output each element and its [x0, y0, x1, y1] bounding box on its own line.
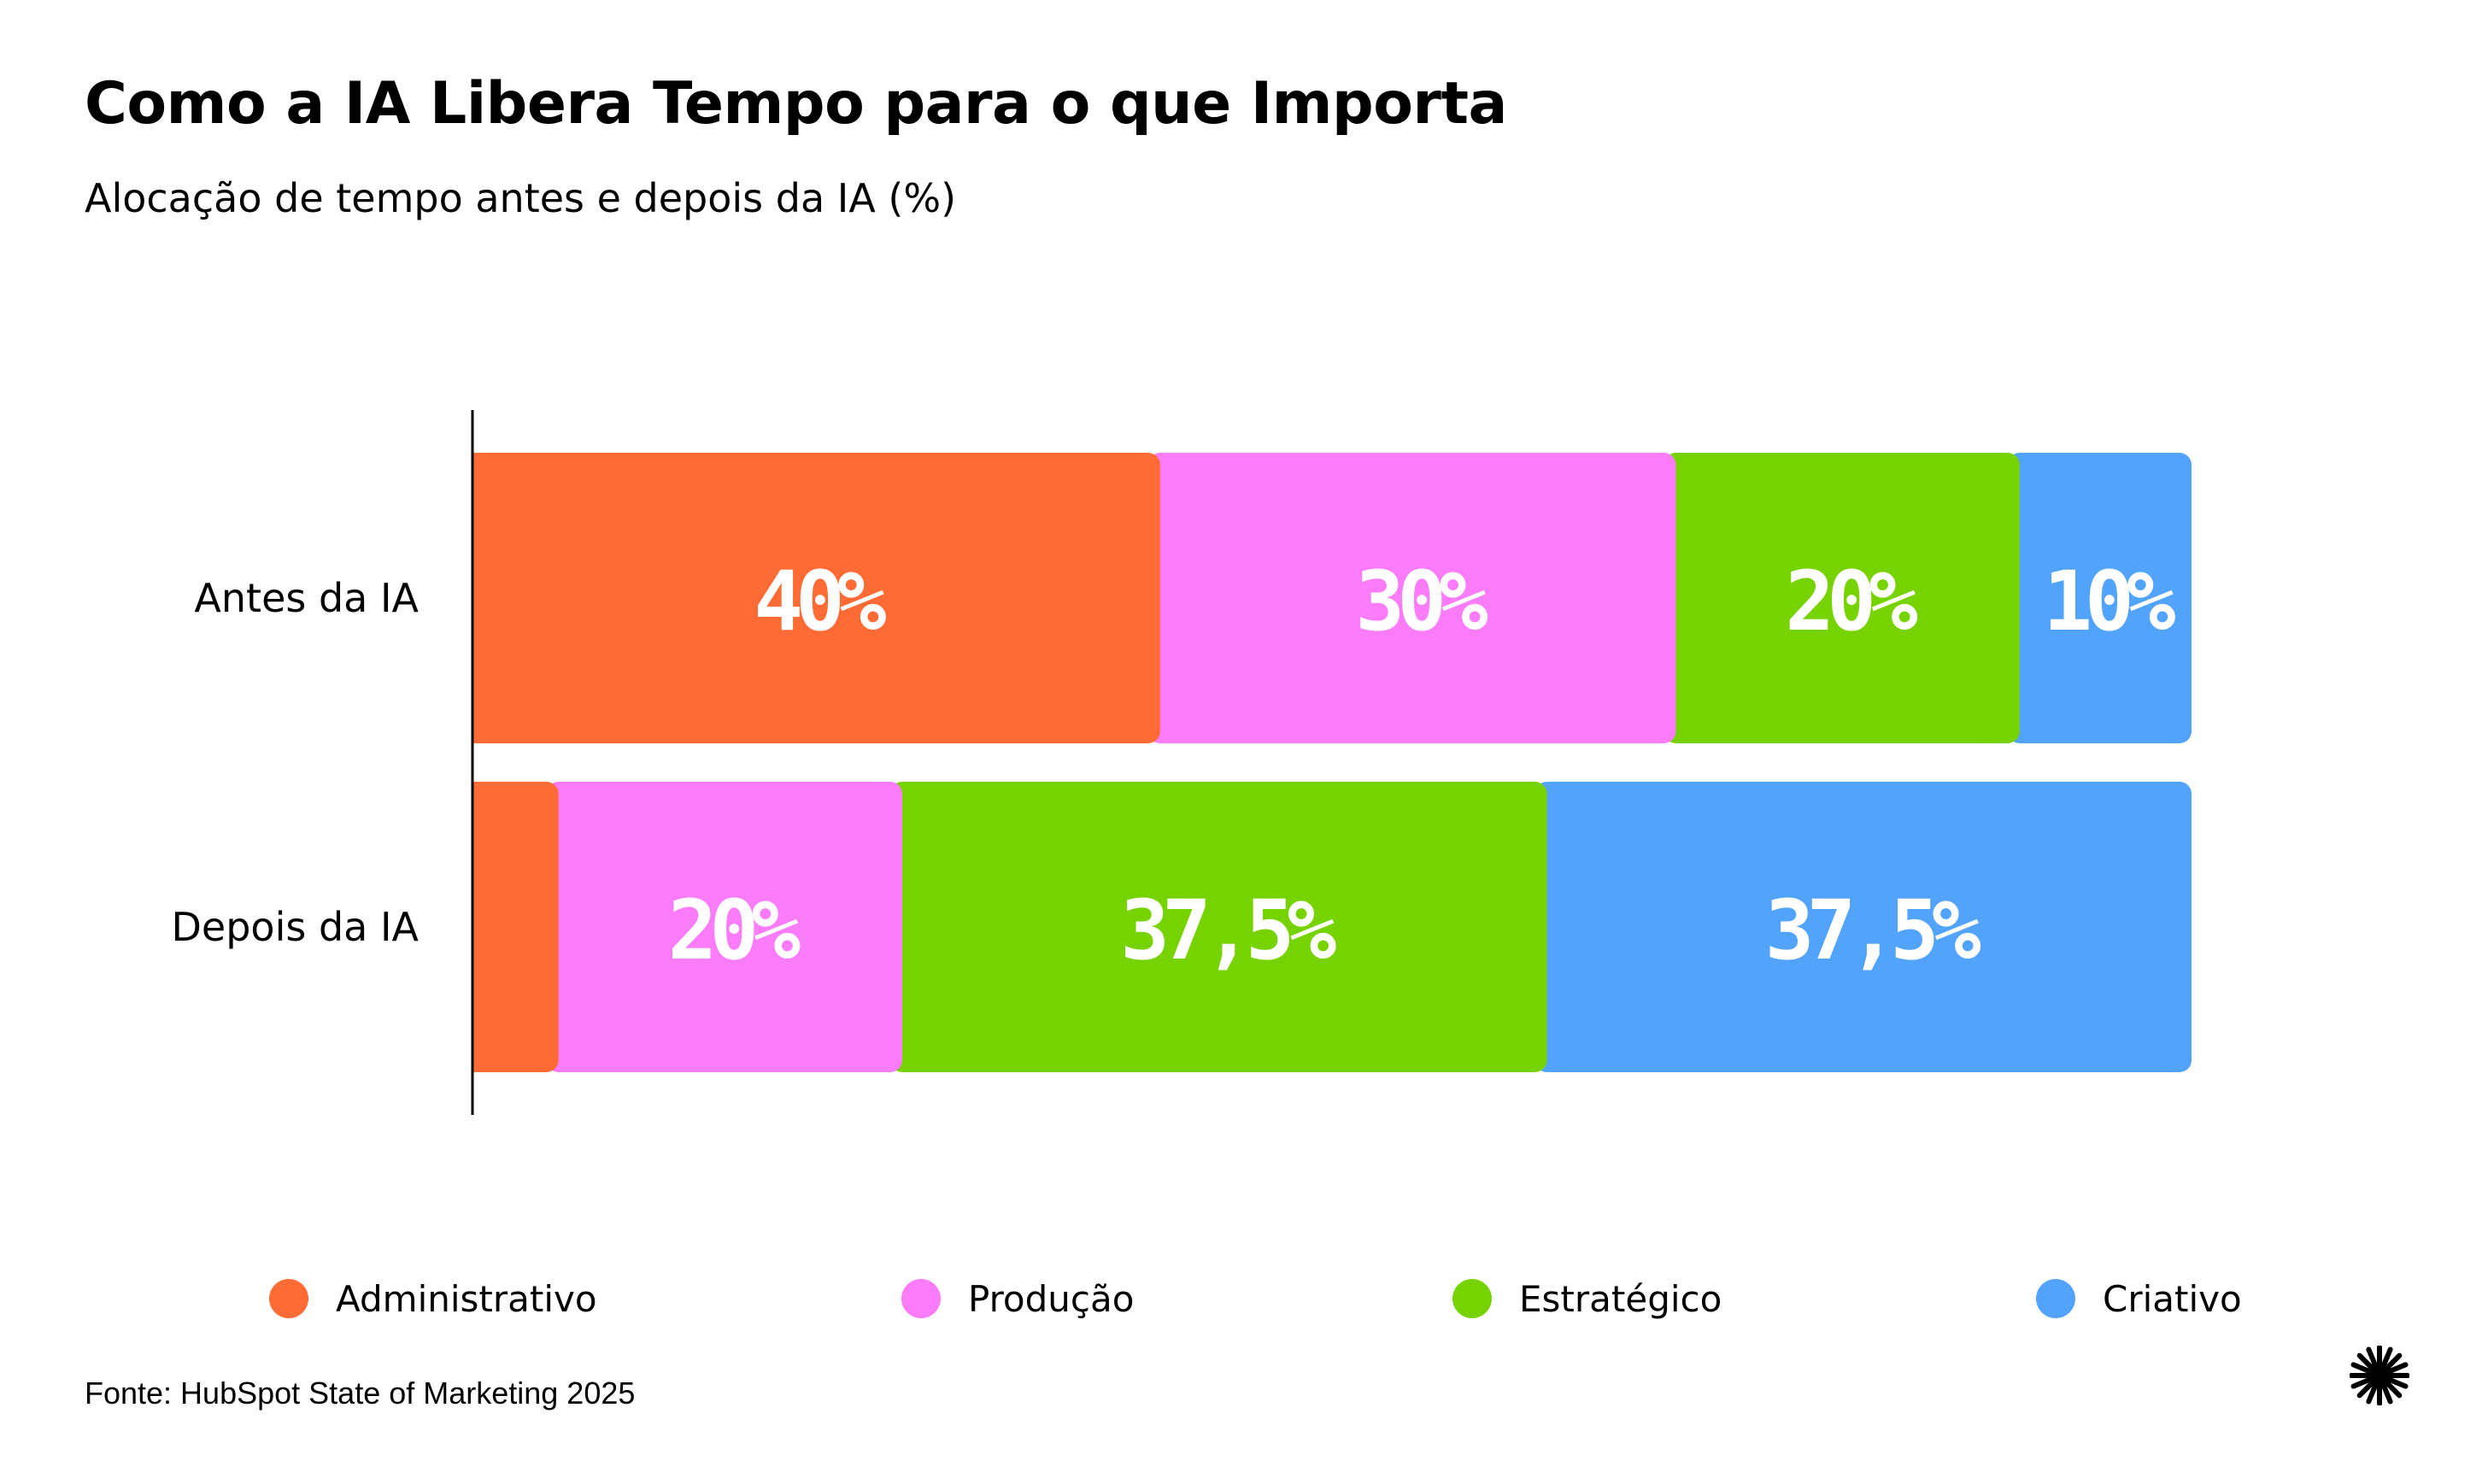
legend-swatch-estrategico: [1452, 1279, 1492, 1318]
legend-label-estrategico: Estratégico: [1519, 1278, 1722, 1320]
legend-label-administrativo: Administrativo: [336, 1278, 597, 1320]
asterisk-burst-icon: [2350, 1346, 2409, 1405]
stacked-bar-chart: 40% 30% 20% 10% 20% 37,5% 37,5% Antes da IA Dep…: [0, 0, 2488, 1484]
source-note: Fonte: HubSpot State of Marketing 2025: [85, 1375, 635, 1411]
value-label-antes-da-ia-producao: 30%: [1355, 554, 1488, 649]
value-label-depois-da-ia-producao: 20%: [668, 883, 801, 978]
category-label-antes-da-ia: Antes da IA: [194, 575, 419, 621]
value-label-antes-da-ia-administrativo: 40%: [754, 554, 887, 649]
legend-swatch-criativo: [2036, 1279, 2075, 1318]
bar-segment-edge-antes-da-ia: [472, 453, 496, 743]
logo-core: [2368, 1364, 2391, 1387]
legend-label-criativo: Criativo: [2103, 1278, 2242, 1320]
legend-item-producao: Produção: [901, 1273, 1134, 1324]
bar-segment-edge-depois-da-ia: [472, 782, 496, 1072]
legend-label-producao: Produção: [968, 1278, 1134, 1320]
value-label-antes-da-ia-criativo: 10%: [2043, 554, 2176, 649]
legend-swatch-administrativo: [269, 1279, 308, 1318]
legend-item-estrategico: Estratégico: [1452, 1273, 1722, 1324]
category-label-depois-da-ia: Depois da IA: [172, 904, 420, 950]
value-label-depois-da-ia-criativo: 37,5%: [1765, 883, 1981, 978]
value-label-depois-da-ia-estrategico: 37,5%: [1120, 883, 1336, 978]
legend-swatch-producao: [901, 1279, 941, 1318]
value-label-antes-da-ia-estrategico: 20%: [1785, 554, 1918, 649]
legend: Administrativo Produção Estratégico Cria…: [269, 1273, 2234, 1324]
legend-item-administrativo: Administrativo: [269, 1273, 597, 1324]
legend-item-criativo: Criativo: [2036, 1273, 2242, 1324]
